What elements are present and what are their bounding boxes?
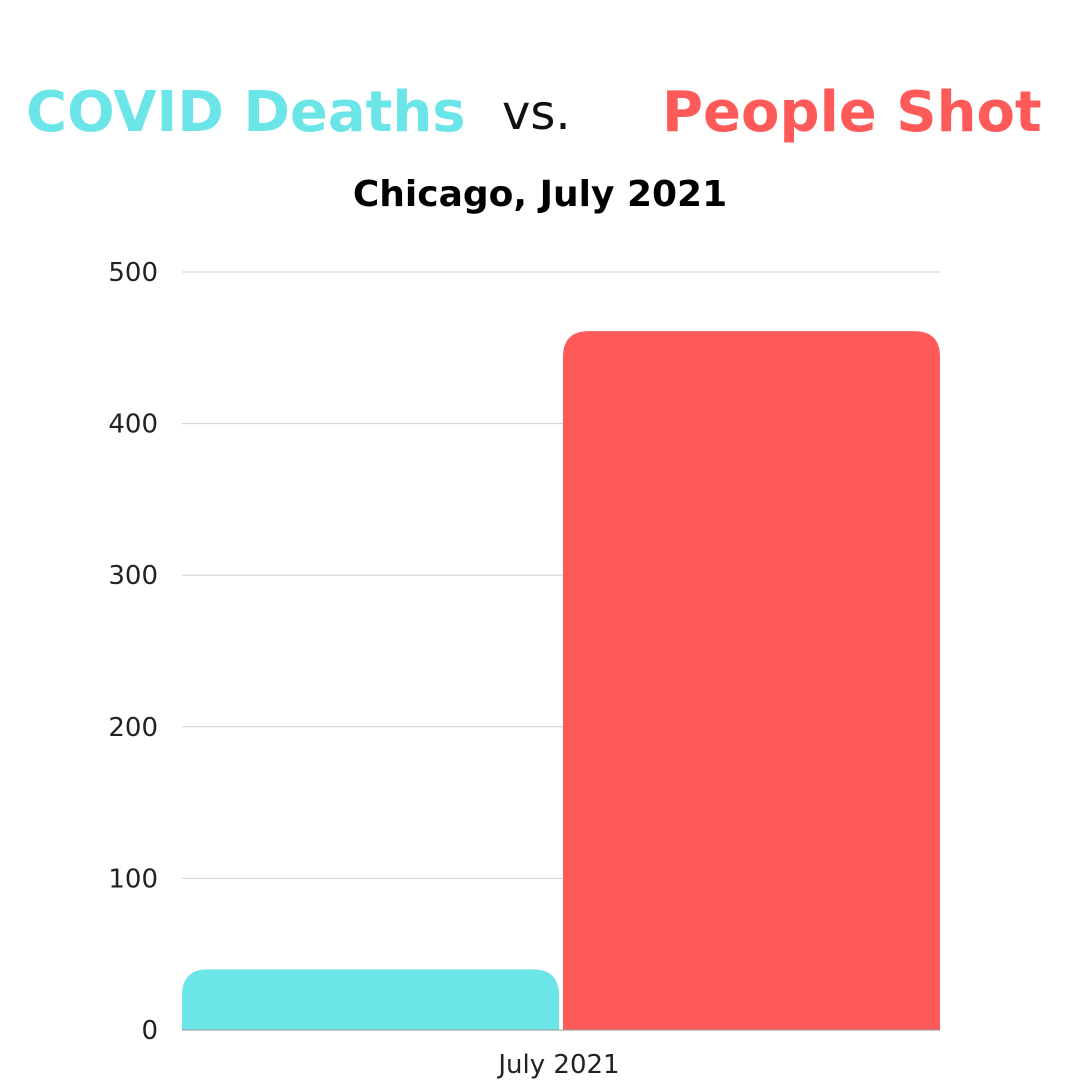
chart-subtitle: Chicago, July 2021 bbox=[352, 174, 728, 215]
x-tick-label: July 2021 bbox=[496, 1050, 619, 1080]
y-tick-label: 200 bbox=[108, 713, 158, 743]
bar-covid-deaths bbox=[182, 969, 559, 1030]
people-shot-label: People Shot bbox=[662, 80, 1042, 145]
vs-label: vs. bbox=[502, 85, 571, 141]
y-tick-label: 100 bbox=[108, 864, 158, 894]
covid-deaths-label: COVID Deaths bbox=[26, 80, 466, 145]
y-tick-label: 500 bbox=[108, 258, 158, 288]
y-tick-label: 300 bbox=[108, 561, 158, 591]
headline: COVID Deaths vs. People Shot bbox=[0, 78, 1080, 148]
y-tick-label: 0 bbox=[141, 1016, 158, 1046]
bar-people-shot bbox=[563, 331, 940, 1030]
y-tick-label: 400 bbox=[108, 410, 158, 440]
